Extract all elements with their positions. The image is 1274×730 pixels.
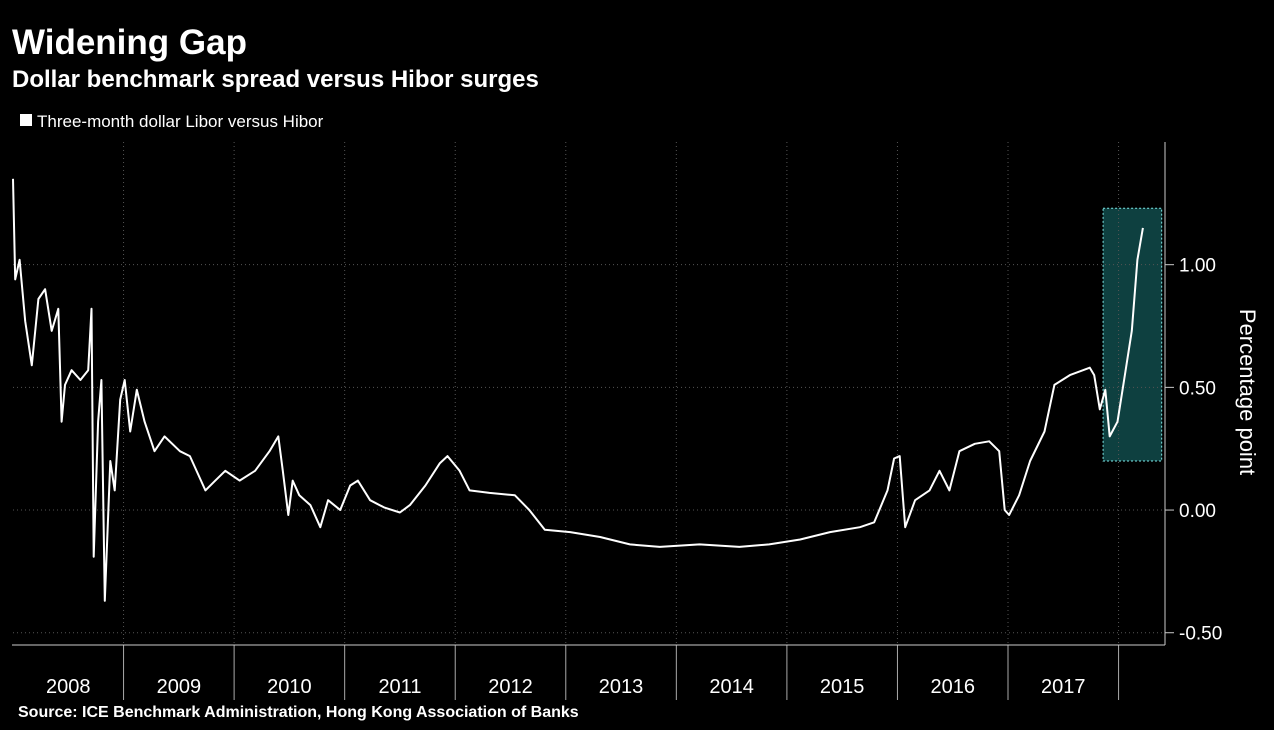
x-tick-label: 2008 xyxy=(46,676,91,698)
x-tick-label: 2015 xyxy=(820,676,865,698)
x-tick-label: 2014 xyxy=(709,676,754,698)
x-tick-label: 2017 xyxy=(1041,676,1086,698)
y-tick-label: -0.50 xyxy=(1179,624,1222,645)
x-tick-label: 2009 xyxy=(157,676,202,698)
y-axis-title: Percentage point xyxy=(1235,309,1260,475)
legend-swatch xyxy=(20,114,32,126)
y-tick-label: 1.00 xyxy=(1179,256,1216,277)
x-tick-label: 2010 xyxy=(267,676,312,698)
highlight-box xyxy=(1102,207,1163,462)
y-tick-label: 0.00 xyxy=(1179,501,1216,522)
line-series xyxy=(12,178,1144,602)
source: Source: ICE Benchmark Administration, Ho… xyxy=(18,704,579,721)
x-tick-label: 2016 xyxy=(930,676,975,698)
chart-title: Widening Gap xyxy=(12,23,247,62)
x-tick-label: 2011 xyxy=(378,676,421,698)
x-tick-label: 2013 xyxy=(599,676,644,698)
legend-label: Three-month dollar Libor versus Hibor xyxy=(37,112,324,131)
y-tick-label: 0.50 xyxy=(1179,378,1216,399)
chart-subtitle: Dollar benchmark spread versus Hibor sur… xyxy=(12,66,539,93)
x-tick-label: 2012 xyxy=(488,676,533,698)
